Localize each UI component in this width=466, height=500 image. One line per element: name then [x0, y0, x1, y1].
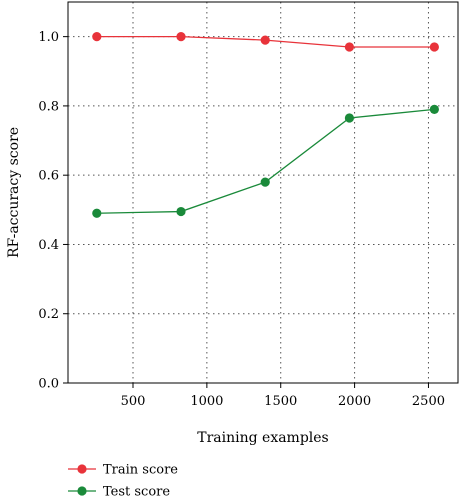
x-axis-label: Training examples	[197, 430, 329, 446]
data-point	[429, 104, 439, 114]
series-line	[96, 108, 435, 214]
x-tick-label: 500	[121, 394, 146, 409]
legend-marker	[77, 486, 87, 496]
x-axis-ticks: 500 1000 1500 2000 2500	[121, 383, 445, 409]
legend-entry: Test score	[68, 485, 170, 500]
data-point	[344, 113, 355, 123]
legend-entry: Train score	[68, 463, 178, 478]
series-layer	[92, 32, 439, 218]
data-point	[176, 206, 186, 217]
legend: Train score Test score	[68, 463, 178, 500]
y-tick-label: 0.0	[38, 377, 59, 392]
y-tick-label: 0.4	[38, 238, 59, 253]
data-point	[260, 177, 270, 187]
data-point	[176, 32, 186, 42]
legend-label: Test score	[103, 485, 170, 500]
y-axis-label: RF-accuracy score	[6, 127, 22, 258]
y-axis-ticks: 0.0 0.2 0.4 0.6 0.8 1.0	[38, 30, 68, 392]
x-tick-label: 2000	[338, 394, 371, 409]
data-point	[260, 35, 270, 45]
data-point	[92, 32, 102, 42]
data-point	[344, 42, 355, 52]
plot-area-frame	[67, 1, 459, 384]
y-tick-label: 1.0	[38, 30, 59, 45]
series-test-score	[92, 104, 439, 218]
x-tick-label: 1000	[190, 394, 223, 409]
y-tick-label: 0.8	[38, 99, 59, 114]
data-point	[429, 42, 439, 52]
y-tick-label: 0.6	[38, 169, 59, 184]
grid-lines	[68, 2, 458, 383]
legend-label: Train score	[103, 463, 178, 478]
data-point	[92, 208, 102, 218]
x-tick-label: 2500	[412, 394, 445, 409]
legend-marker	[77, 464, 87, 474]
series-train-score	[92, 32, 439, 52]
y-tick-label: 0.2	[38, 307, 59, 322]
x-tick-label: 1500	[264, 394, 297, 409]
